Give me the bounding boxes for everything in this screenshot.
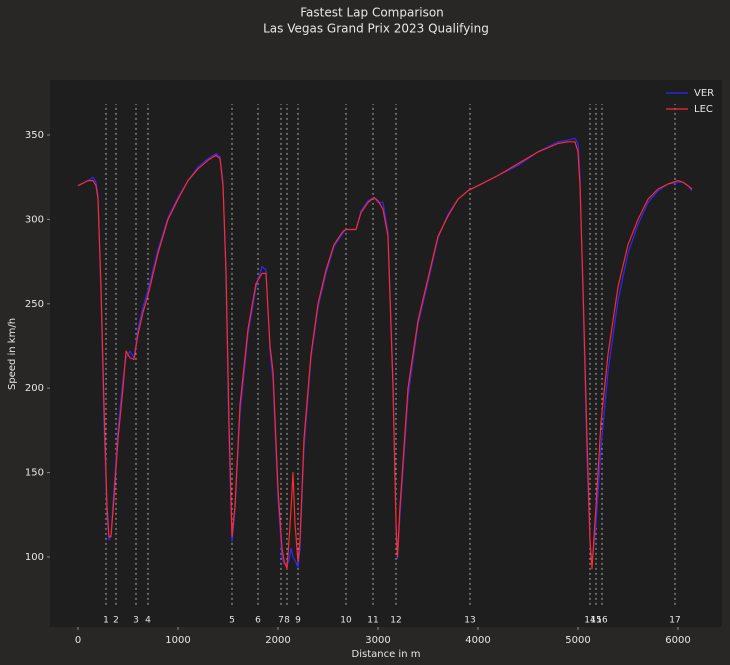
x-tick-label: 4000 (465, 635, 490, 646)
legend-label: LEC (694, 104, 713, 115)
x-tick-label: 1000 (165, 635, 190, 646)
corner-label: 1 (103, 616, 109, 626)
plot-area (50, 80, 722, 627)
corner-label: 4 (145, 616, 151, 626)
y-tick-label: 100 (25, 552, 44, 563)
corner-label: 3 (133, 616, 139, 626)
x-tick-label: 2000 (265, 635, 290, 646)
x-tick-label: 3000 (365, 635, 390, 646)
chart-subtitle: Las Vegas Grand Prix 2023 Qualifying (263, 22, 489, 36)
x-tick-label: 0 (75, 635, 81, 646)
y-tick-label: 350 (25, 130, 44, 141)
y-tick-label: 200 (25, 383, 44, 394)
x-tick-label: 6000 (665, 635, 690, 646)
corner-label: 11 (367, 616, 378, 626)
speed-line (77, 141, 693, 570)
legend-label: VER (694, 88, 714, 99)
corner-label: 17 (669, 616, 680, 626)
corner-label: 16 (596, 616, 608, 626)
corner-label: 6 (255, 616, 261, 626)
corner-label: 10 (340, 616, 352, 626)
y-tick-label: 150 (25, 468, 44, 479)
corner-label: 2 (113, 616, 119, 626)
y-tick-label: 300 (25, 214, 44, 225)
corner-label: 14 (584, 616, 596, 626)
x-tick-label: 5000 (565, 635, 590, 646)
corner-label: 9 (295, 616, 301, 626)
corner-label: 12 (390, 616, 401, 626)
corner-label: 8 (284, 616, 290, 626)
y-axis-label: Speed in km/h (7, 318, 18, 390)
corner-label: 13 (464, 616, 475, 626)
corner-label: 15 (590, 616, 601, 626)
chart-title: Fastest Lap Comparison (300, 6, 444, 20)
x-axis-label: Distance in m (352, 649, 421, 660)
y-tick-label: 250 (25, 299, 44, 310)
corner-label: 5 (229, 616, 235, 626)
corner-label: 7 (278, 616, 284, 626)
